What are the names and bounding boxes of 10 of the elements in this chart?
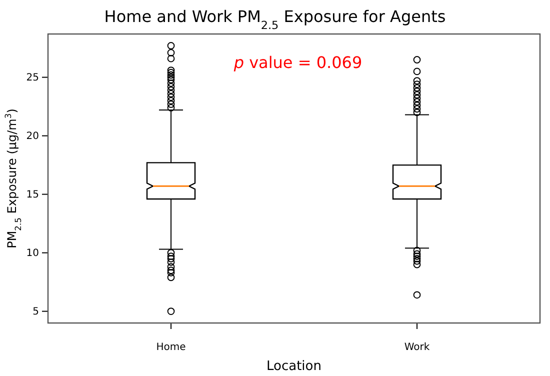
- y-tick-label: 5: [32, 306, 39, 318]
- annotation: p value = 0.069: [232, 53, 362, 72]
- y-tick-label: 10: [26, 248, 39, 259]
- x-axis-title: Location: [266, 359, 322, 374]
- y-tick-label: 15: [26, 189, 39, 200]
- x-tick-label: Home: [156, 342, 186, 354]
- y-tick-label: 25: [26, 72, 39, 84]
- x-tick-label: Work: [404, 342, 430, 354]
- chart-title: Home and Work PM$_{2.5}$ Exposure for Agents: [104, 7, 446, 32]
- y-tick-label: 20: [26, 130, 39, 142]
